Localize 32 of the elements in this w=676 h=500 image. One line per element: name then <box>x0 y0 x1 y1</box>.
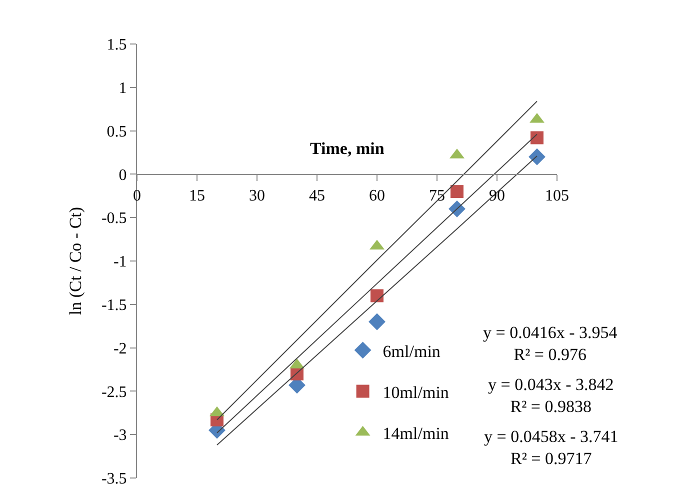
point <box>448 200 466 218</box>
x-tick-label: 0 <box>133 187 141 204</box>
x-tick-label: 105 <box>545 187 569 204</box>
y-tick-label: -3 <box>113 427 127 444</box>
legend-label: 14ml/min <box>382 424 450 443</box>
y-tick-label: 1 <box>118 80 127 97</box>
y-tick-label: -2.5 <box>101 384 127 401</box>
y-tick-label: -2 <box>113 340 127 358</box>
y-tick-label: 0.5 <box>106 123 127 140</box>
x-tick-label: 15 <box>189 187 205 204</box>
point <box>528 148 546 166</box>
annotation: y = 0.0416x - 3.954 R² = 0.976 <box>483 323 618 364</box>
x-tick-label: 30 <box>249 187 265 204</box>
y-tick-label: -0.5 <box>101 210 127 228</box>
y-tick-label: 0 <box>118 166 127 184</box>
annotation: y = 0.043x - 3.842 R² = 0.9838 <box>488 375 614 416</box>
x-tick-label: 45 <box>309 187 325 204</box>
point <box>370 289 384 302</box>
x-tick-label: 60 <box>369 187 385 204</box>
y-tick-label: 1.5 <box>106 36 127 54</box>
point <box>530 131 544 144</box>
y-tick-label: -3.5 <box>101 470 127 488</box>
x-tick-label: 90 <box>489 187 505 204</box>
annotation: y = 0.0458x - 3.741 R² = 0.9717 <box>484 427 618 468</box>
point <box>450 185 464 198</box>
y-axis-title: ln (Ct / Co - Ct) <box>66 206 86 316</box>
y-tick-label: -1.5 <box>101 297 127 314</box>
y-tick-label: -1 <box>113 254 127 271</box>
legend-label: 6ml/min <box>382 342 441 361</box>
point <box>368 313 386 330</box>
x-axis-title: Time, min <box>310 139 385 158</box>
legend-label: 10ml/min <box>382 382 450 402</box>
